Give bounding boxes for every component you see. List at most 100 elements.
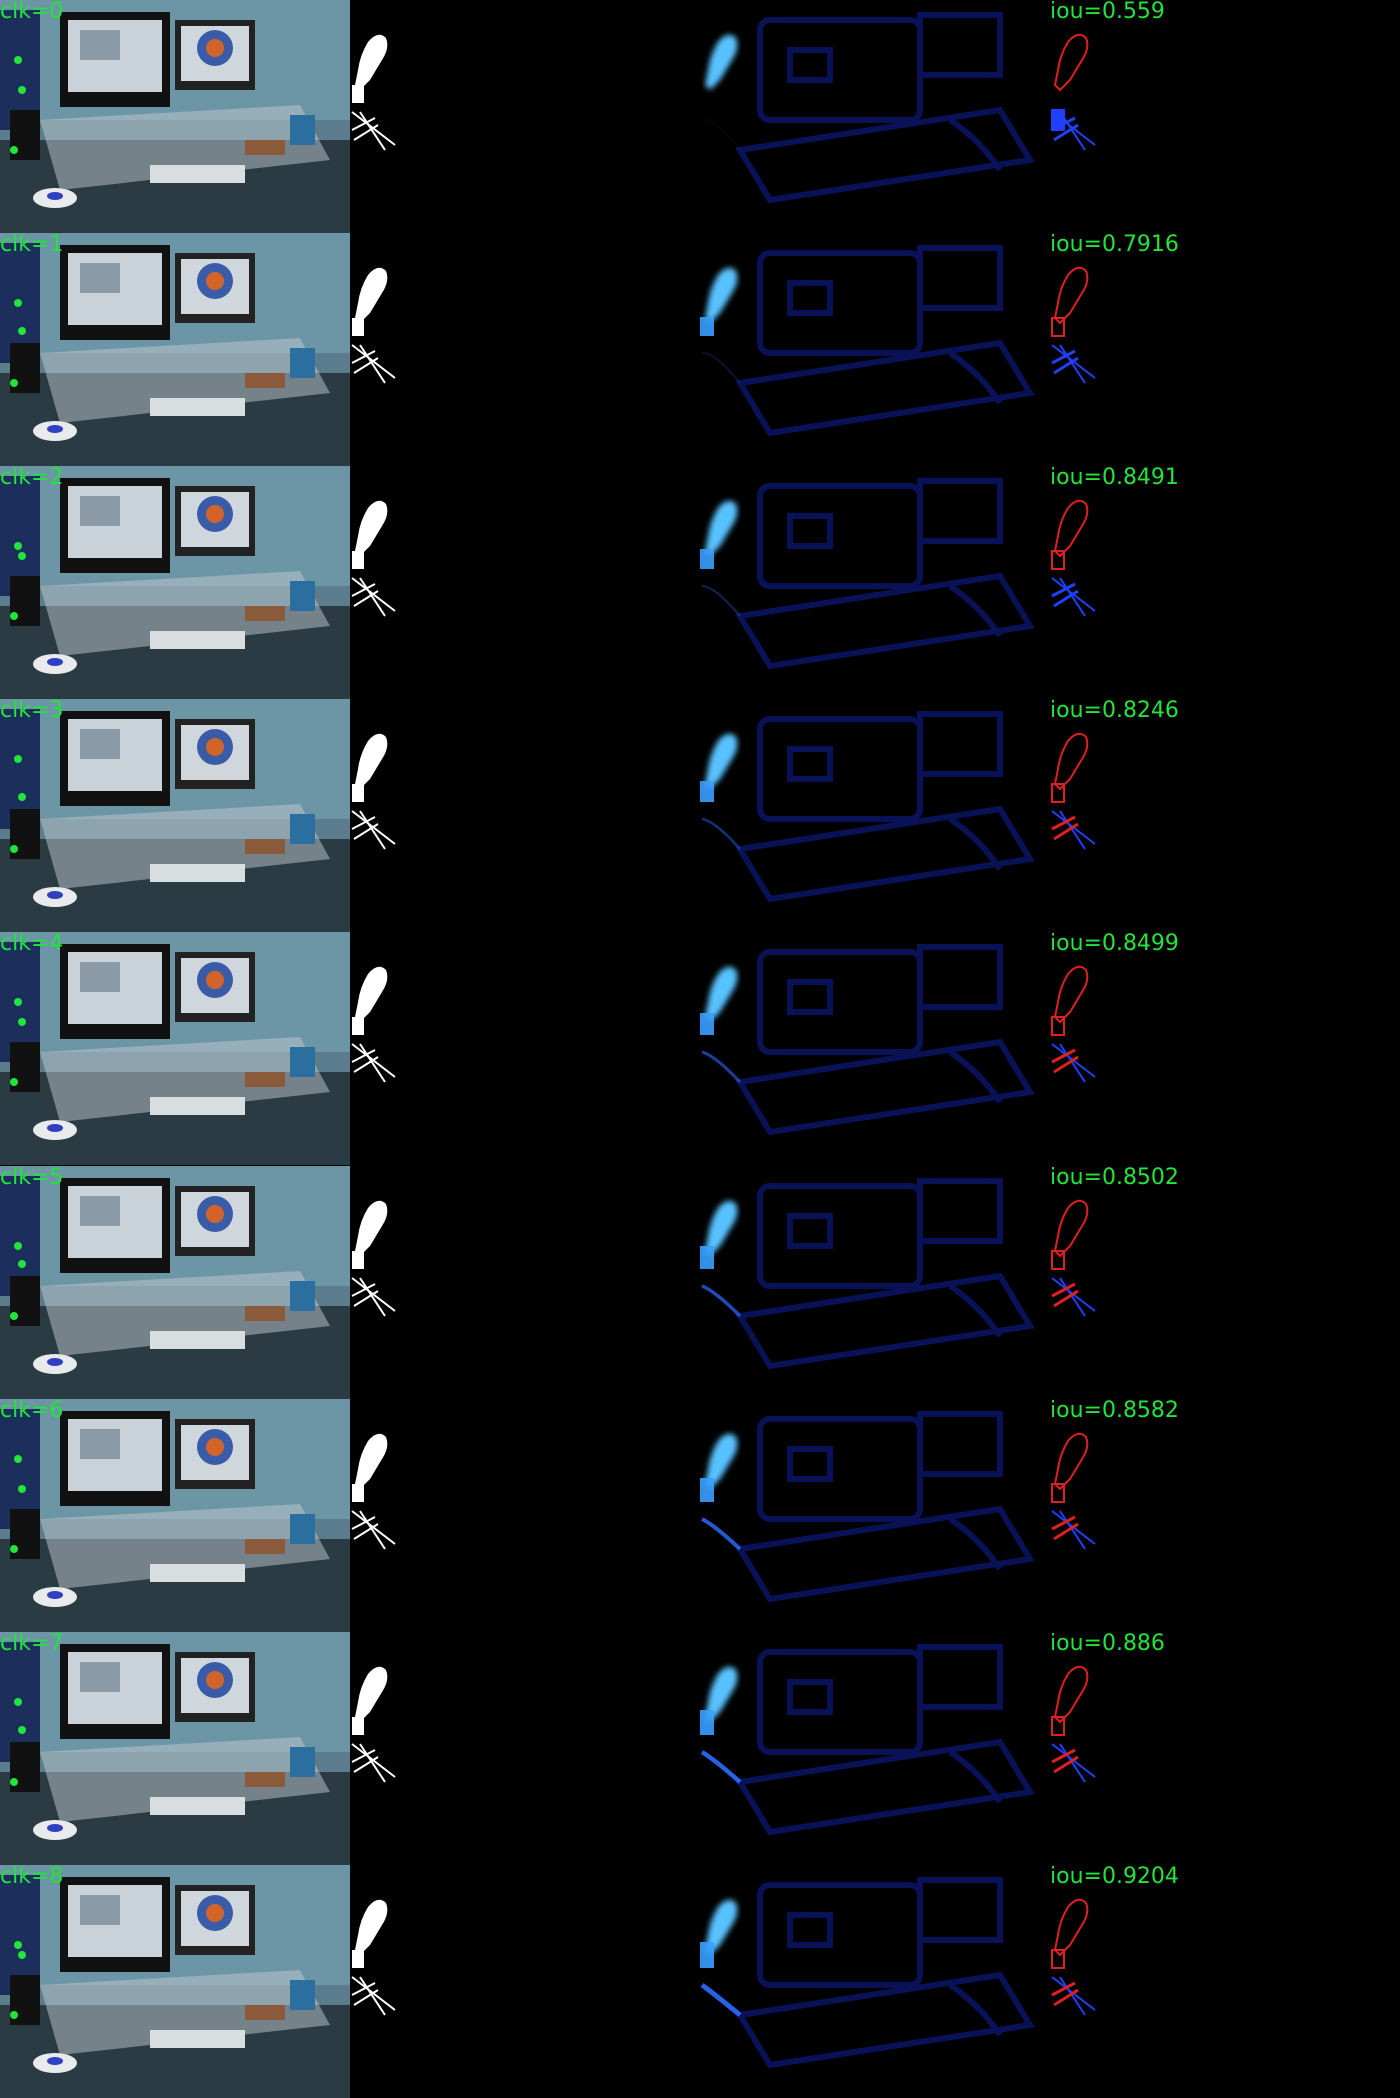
- heatmap-panel: [700, 1865, 1050, 2098]
- prediction-panel: iou=0.8246: [1050, 699, 1400, 932]
- ground-truth-mask: [350, 1166, 700, 1399]
- heatmap-panel: [700, 932, 1050, 1165]
- click-count-label: clk=8: [0, 1865, 63, 1889]
- prediction-overlay: [1050, 932, 1400, 1165]
- probability-heatmap: [700, 233, 1050, 466]
- heatmap-panel: [700, 699, 1050, 932]
- click-count-label: clk=1: [0, 233, 63, 257]
- click-count-label: clk=2: [0, 466, 63, 490]
- ground-truth-mask: [350, 932, 700, 1165]
- prediction-overlay: [1050, 1632, 1400, 1865]
- iou-label: iou=0.7916: [1050, 233, 1179, 257]
- prediction-overlay: [1050, 1166, 1400, 1399]
- result-row: clk=1: [0, 233, 1400, 466]
- prediction-panel: iou=0.8502: [1050, 1166, 1400, 1399]
- result-row: clk=0: [0, 0, 1400, 233]
- probability-heatmap: [700, 1399, 1050, 1632]
- probability-heatmap: [700, 0, 1050, 233]
- ground-truth-mask: [350, 466, 700, 699]
- prediction-overlay: [1050, 466, 1400, 699]
- input-image-panel: clk=2: [0, 466, 350, 699]
- input-image-panel: clk=8: [0, 1865, 350, 2098]
- mask-panel: [350, 1166, 700, 1399]
- prediction-panel: iou=0.886: [1050, 1632, 1400, 1865]
- input-image-panel: clk=1: [0, 233, 350, 466]
- result-row: clk=7: [0, 1632, 1400, 1865]
- mask-panel: [350, 1632, 700, 1865]
- scene-photo: [0, 0, 350, 233]
- scene-photo: [0, 699, 350, 932]
- scene-photo: [0, 1865, 350, 2098]
- scene-photo: [0, 466, 350, 699]
- iou-label: iou=0.8502: [1050, 1166, 1179, 1190]
- prediction-panel: iou=0.8491: [1050, 466, 1400, 699]
- click-count-label: clk=5: [0, 1166, 63, 1190]
- iou-label: iou=0.8582: [1050, 1399, 1179, 1423]
- mask-panel: [350, 0, 700, 233]
- result-row: clk=8: [0, 1865, 1400, 2098]
- probability-heatmap: [700, 466, 1050, 699]
- prediction-panel: iou=0.7916: [1050, 233, 1400, 466]
- click-count-label: clk=3: [0, 699, 63, 723]
- mask-panel: [350, 233, 700, 466]
- probability-heatmap: [700, 699, 1050, 932]
- mask-panel: [350, 1399, 700, 1632]
- prediction-overlay: [1050, 233, 1400, 466]
- prediction-panel: iou=0.8499: [1050, 932, 1400, 1165]
- click-count-label: clk=7: [0, 1632, 63, 1656]
- scene-photo: [0, 1166, 350, 1399]
- ground-truth-mask: [350, 1399, 700, 1632]
- iou-label: iou=0.8499: [1050, 932, 1179, 956]
- mask-panel: [350, 699, 700, 932]
- ground-truth-mask: [350, 0, 700, 233]
- heatmap-panel: [700, 1166, 1050, 1399]
- mask-panel: [350, 466, 700, 699]
- prediction-panel: iou=0.8582: [1050, 1399, 1400, 1632]
- input-image-panel: clk=3: [0, 699, 350, 932]
- iou-label: iou=0.8491: [1050, 466, 1179, 490]
- result-row: clk=6: [0, 1399, 1400, 1632]
- iou-label: iou=0.886: [1050, 1632, 1165, 1656]
- scene-photo: [0, 1632, 350, 1865]
- prediction-overlay: [1050, 1399, 1400, 1632]
- mask-panel: [350, 1865, 700, 2098]
- heatmap-panel: [700, 466, 1050, 699]
- heatmap-panel: [700, 0, 1050, 233]
- prediction-panel: iou=0.559: [1050, 0, 1400, 233]
- ground-truth-mask: [350, 699, 700, 932]
- iou-label: iou=0.8246: [1050, 699, 1179, 723]
- probability-heatmap: [700, 932, 1050, 1165]
- heatmap-panel: [700, 233, 1050, 466]
- prediction-panel: iou=0.9204: [1050, 1865, 1400, 2098]
- result-row: clk=4: [0, 932, 1400, 1165]
- result-row: clk=3: [0, 699, 1400, 932]
- iou-label: iou=0.9204: [1050, 1865, 1179, 1889]
- probability-heatmap: [700, 1865, 1050, 2098]
- ground-truth-mask: [350, 233, 700, 466]
- scene-photo: [0, 932, 350, 1165]
- heatmap-panel: [700, 1399, 1050, 1632]
- heatmap-panel: [700, 1632, 1050, 1865]
- input-image-panel: clk=7: [0, 1632, 350, 1865]
- scene-photo: [0, 1399, 350, 1632]
- input-image-panel: clk=4: [0, 932, 350, 1165]
- scene-photo: [0, 233, 350, 466]
- probability-heatmap: [700, 1632, 1050, 1865]
- probability-heatmap: [700, 1166, 1050, 1399]
- mask-panel: [350, 932, 700, 1165]
- ground-truth-mask: [350, 1632, 700, 1865]
- click-count-label: clk=6: [0, 1399, 63, 1423]
- result-row: clk=2: [0, 466, 1400, 699]
- prediction-overlay: [1050, 1865, 1400, 2098]
- click-count-label: clk=0: [0, 0, 63, 24]
- prediction-overlay: [1050, 699, 1400, 932]
- click-count-label: clk=4: [0, 932, 63, 956]
- prediction-overlay: [1050, 0, 1400, 233]
- input-image-panel: clk=0: [0, 0, 350, 233]
- input-image-panel: clk=5: [0, 1166, 350, 1399]
- ground-truth-mask: [350, 1865, 700, 2098]
- input-image-panel: clk=6: [0, 1399, 350, 1632]
- result-row: clk=5: [0, 1166, 1400, 1399]
- iou-label: iou=0.559: [1050, 0, 1165, 24]
